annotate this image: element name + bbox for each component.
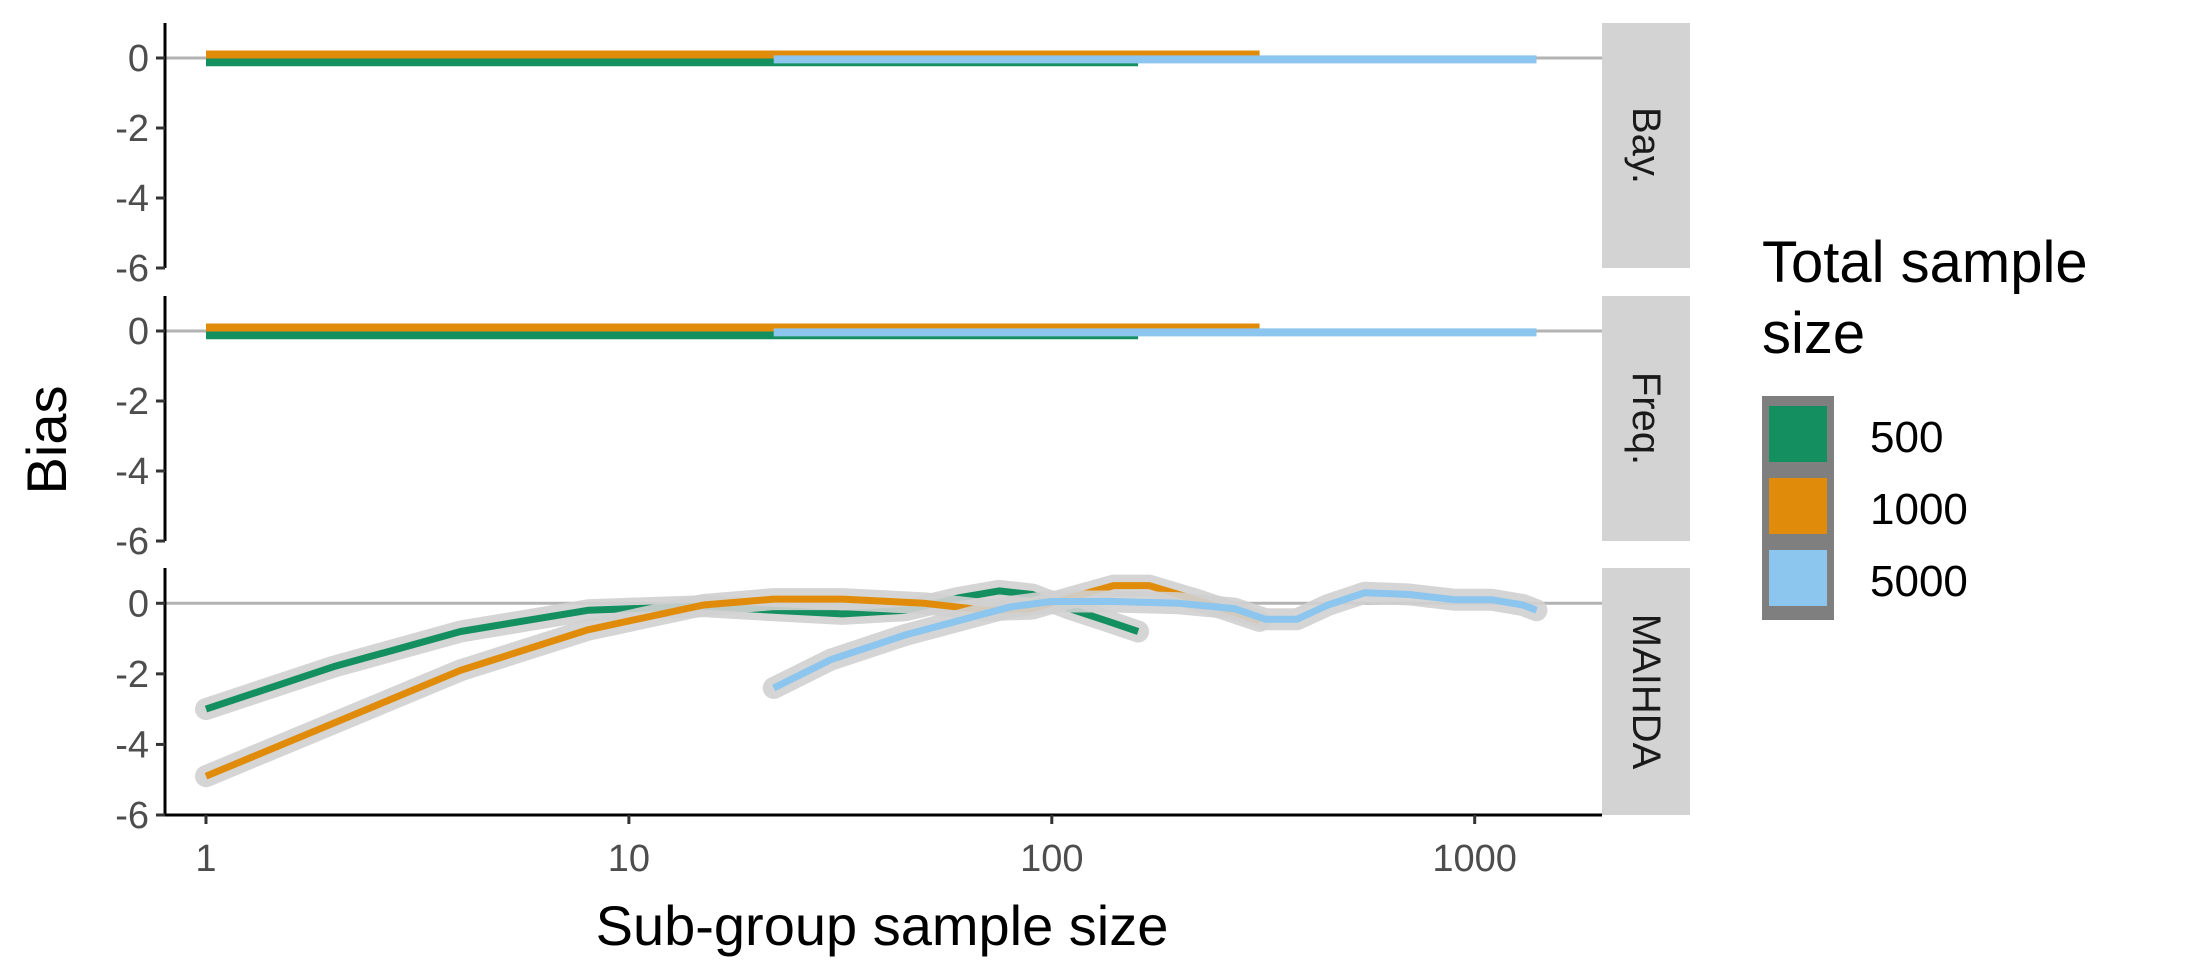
legend-title: Total sample — [1762, 230, 2088, 295]
x-tick-label: 10 — [608, 838, 650, 880]
x-tick-label: 1 — [195, 838, 216, 880]
legend-title: size — [1762, 301, 1865, 366]
legend-label: 1000 — [1870, 485, 1968, 534]
legend-swatch-500 — [1769, 406, 1827, 462]
facet-strip-label: Bay. — [1624, 107, 1668, 184]
facet-panels: 0 -2 -4 -6 Bay. 0 -2 -4 -6 Freq. 0 -2 -4 -6 MAIHDA — [115, 23, 1690, 837]
facet-strip — [1602, 23, 1690, 268]
facet-strip-label: MAIHDA — [1624, 614, 1668, 770]
legend-label: 500 — [1870, 413, 1943, 462]
facet-freq: 0 -2 -4 -6 Freq. — [115, 296, 1690, 563]
y-tick-label: -6 — [115, 521, 149, 563]
facet-strip — [1602, 568, 1690, 815]
facet-bay: 0 -2 -4 -6 Bay. — [115, 23, 1690, 290]
y-tick-label: -6 — [115, 795, 149, 837]
y-tick-label: 0 — [128, 583, 149, 625]
y-tick-label: 0 — [128, 38, 149, 80]
y-axis-title: Bias — [15, 386, 78, 495]
y-tick-label: -2 — [115, 654, 149, 696]
legend-label: 5000 — [1870, 557, 1968, 606]
legend-swatch-5000 — [1769, 550, 1827, 606]
series-line-1000 — [204, 582, 1261, 780]
legend-swatch-1000 — [1769, 478, 1827, 534]
y-tick-label: -4 — [115, 451, 149, 493]
facet-strip — [1602, 296, 1690, 541]
x-axis: 1 10 100 1000 — [165, 813, 1602, 880]
facet-maihda: 0 -2 -4 -6 MAIHDA — [115, 568, 1690, 837]
y-tick-label: -2 — [115, 381, 149, 423]
facet-strip-label: Freq. — [1624, 372, 1668, 465]
x-tick-label: 100 — [1020, 838, 1083, 880]
series-line-5000 — [772, 589, 1538, 692]
y-tick-label: -2 — [115, 108, 149, 150]
x-tick-label: 1000 — [1432, 838, 1517, 880]
x-axis-title: Sub-group sample size — [596, 894, 1169, 957]
y-tick-label: -6 — [115, 248, 149, 290]
y-tick-label: -4 — [115, 724, 149, 766]
y-tick-label: -4 — [115, 178, 149, 220]
y-tick-label: 0 — [128, 311, 149, 353]
